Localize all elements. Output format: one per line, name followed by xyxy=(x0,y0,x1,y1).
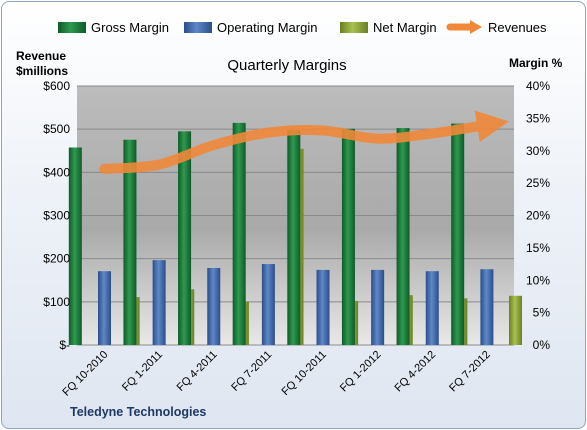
legend-arrow-revenues xyxy=(470,20,482,34)
bar-gross-margin xyxy=(232,122,246,345)
category-label: FQ 4-2012 xyxy=(393,349,439,395)
right-tick-label: 25% xyxy=(526,176,550,190)
left-tick-label: $300 xyxy=(43,209,70,223)
bar-operating-margin xyxy=(425,271,439,345)
category-label: FQ 7-2012 xyxy=(447,349,493,395)
chart-title: Quarterly Margins xyxy=(227,57,346,74)
legend-label-net: Net Margin xyxy=(373,20,437,35)
right-tick-label: 20% xyxy=(526,209,550,223)
bar-operating-margin xyxy=(480,269,494,345)
category-label: FQ 10-2011 xyxy=(280,349,329,398)
right-tick-label: 40% xyxy=(526,79,550,93)
right-tick-label: 0% xyxy=(533,338,551,352)
bar-operating-margin xyxy=(98,271,112,345)
left-tick-label: $500 xyxy=(43,122,70,136)
right-tick-label: 35% xyxy=(526,111,550,125)
legend-swatch-gross xyxy=(58,22,86,33)
company-name: Teledyne Technologies xyxy=(70,405,206,419)
left-axis-label-line2: $millions xyxy=(16,64,68,78)
legend-swatch-net xyxy=(340,22,368,33)
left-tick-label: $600 xyxy=(43,79,70,93)
right-tick-label: 5% xyxy=(533,306,551,320)
bar-gross-margin xyxy=(287,130,301,345)
legend: Gross Margin Operating Margin Net Margin… xyxy=(58,20,547,35)
category-label: FQ 4-2011 xyxy=(175,349,220,394)
bar-gross-margin xyxy=(396,128,410,345)
legend-label-revenues: Revenues xyxy=(488,20,547,35)
category-label: FQ 10-2010 xyxy=(60,349,110,399)
bars xyxy=(68,122,522,346)
legend-label-operating: Operating Margin xyxy=(217,20,317,35)
left-axis-ticks: $- $100 $200 $300 $400 $500 $600 xyxy=(43,79,70,352)
left-tick-label: $100 xyxy=(43,295,70,309)
left-tick-label: $400 xyxy=(43,165,70,179)
bar-operating-margin xyxy=(371,269,385,345)
left-tick-label: $200 xyxy=(43,252,70,266)
right-tick-label: 30% xyxy=(526,144,550,158)
bar-gross-margin xyxy=(341,128,355,345)
bar-gross-margin xyxy=(123,139,137,345)
left-tick-label: $- xyxy=(59,338,70,352)
bar-gross-margin xyxy=(68,147,82,345)
category-labels: FQ 10-2010 FQ 1-2011 FQ 4-2011 FQ 7-2011 FQ … xyxy=(60,349,492,399)
right-tick-label: 15% xyxy=(526,241,550,255)
right-axis-ticks: 0% 5% 10% 15% 20% 25% 30% 35% 40% xyxy=(526,79,550,352)
revenues-line xyxy=(99,110,509,174)
legend-label-gross: Gross Margin xyxy=(91,20,169,35)
bar-gross-margin xyxy=(178,131,192,345)
right-axis-label: Margin % xyxy=(509,56,563,70)
category-label: FQ 1-2011 xyxy=(120,349,165,394)
bar-net-margin xyxy=(508,295,522,345)
bar-operating-margin xyxy=(207,267,221,345)
bar-gross-margin xyxy=(451,123,465,346)
category-label: FQ 7-2011 xyxy=(229,349,274,394)
legend-swatch-operating xyxy=(184,22,212,33)
bar-operating-margin xyxy=(261,264,275,345)
category-label: FQ 1-2012 xyxy=(338,349,384,395)
bar-operating-margin xyxy=(152,260,166,345)
left-axis-label-line1: Revenue xyxy=(16,49,66,63)
bar-operating-margin xyxy=(316,269,330,345)
right-tick-label: 10% xyxy=(526,273,550,287)
